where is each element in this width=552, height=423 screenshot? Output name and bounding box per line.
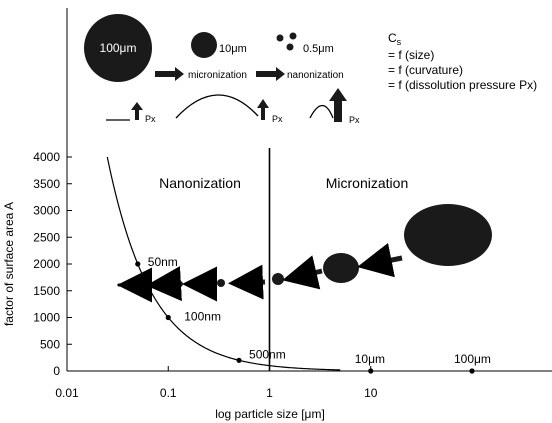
- particle-chain-2: [217, 279, 225, 287]
- px-label-3: Px: [349, 115, 360, 125]
- region-label-micronization: Micronization: [326, 175, 408, 191]
- x-tick-label: 0.1: [160, 386, 177, 400]
- y-tick-label: 2000: [33, 257, 60, 271]
- x-axis-title: log particle size [μm]: [215, 407, 325, 421]
- cs-line-3: = f (dissolution pressure Px): [388, 78, 537, 92]
- x-tick-label: 10: [364, 386, 378, 400]
- particle-100um-circle: [84, 14, 152, 82]
- data-point-label: 50nm: [148, 255, 178, 269]
- data-point-label: 10μm: [355, 352, 385, 366]
- reduction-arrow-1: [357, 242, 403, 278]
- data-point: [368, 368, 374, 374]
- px-arrow-small: [131, 102, 143, 120]
- particle-10um-circle: [191, 32, 217, 58]
- data-point: [135, 261, 141, 267]
- y-tick-label: 3000: [33, 204, 60, 218]
- data-point: [236, 357, 242, 363]
- region-label-nanonization: Nanonization: [159, 175, 241, 191]
- reduction-arrow-5: [146, 266, 182, 302]
- y-tick-label: 4000: [33, 150, 60, 164]
- data-point: [469, 368, 475, 374]
- y-tick-label: 0: [53, 364, 60, 378]
- y-tick-label: 500: [40, 337, 60, 351]
- particle-0-5um-dot-3: [286, 43, 294, 51]
- y-axis-title: factor of surface area A: [2, 202, 16, 326]
- cs-line-2: = f (curvature): [388, 63, 463, 77]
- nanonization-arrow: [256, 67, 285, 81]
- particle-chain-3: [177, 281, 183, 287]
- x-tick-label: 0.01: [55, 386, 79, 400]
- chart: 0 500 1000 1500 2000 2500 3000 3500 4000 0.01 0.1 1…: [2, 8, 552, 421]
- particle-chain-5: [117, 283, 121, 287]
- surface-area-curve: [106, 156, 341, 371]
- cs-label: Cs: [388, 31, 402, 47]
- micronization-arrow: [155, 67, 184, 81]
- cs-line-1: = f (size): [388, 48, 434, 62]
- particle-100um-label: 100μm: [100, 41, 137, 55]
- px-label-1: Px: [145, 114, 156, 124]
- y-tick-label: 2500: [33, 230, 60, 244]
- data-point: [165, 314, 171, 321]
- nanonization-label: nanonization: [287, 70, 344, 81]
- medium-particle-ellipse: [323, 253, 359, 283]
- particle-0-5um-dot-2: [289, 32, 297, 40]
- strong-curvature-arc: [309, 104, 334, 119]
- particle-0-5um-dot-1: [276, 34, 284, 42]
- reduction-arrow-2: [282, 255, 323, 290]
- px-label-2: Px: [272, 114, 283, 124]
- particle-0-5um-label: 0.5μm: [303, 43, 334, 55]
- data-point-label: 100nm: [184, 310, 221, 324]
- px-arrow-medium: [257, 99, 269, 120]
- chart-overlay-shapes: [117, 204, 492, 303]
- large-particle-ellipse: [404, 204, 492, 266]
- chart-layer: 0 500 1000 1500 2000 2500 3000 3500 4000 0.01 0.1 1…: [2, 8, 552, 421]
- y-tick-label: 3500: [33, 177, 60, 191]
- reduction-arrow-3: [228, 264, 266, 300]
- top-schematic: 100μm 10μm 0.5μm micronization nanonizat…: [84, 14, 537, 125]
- micronization-label: micronization: [188, 70, 247, 81]
- y-tick-label: 1000: [33, 311, 60, 325]
- px-arrow-large: [329, 88, 347, 122]
- particle-chain-1: [272, 273, 284, 285]
- gentle-curvature-arc: [175, 94, 259, 119]
- data-point-label: 100μm: [454, 352, 491, 366]
- data-point-label: 500nm: [249, 347, 286, 361]
- particle-10um-label: 10μm: [219, 43, 247, 55]
- x-tick-label: 1: [266, 386, 273, 400]
- y-tick-label: 1500: [33, 284, 60, 298]
